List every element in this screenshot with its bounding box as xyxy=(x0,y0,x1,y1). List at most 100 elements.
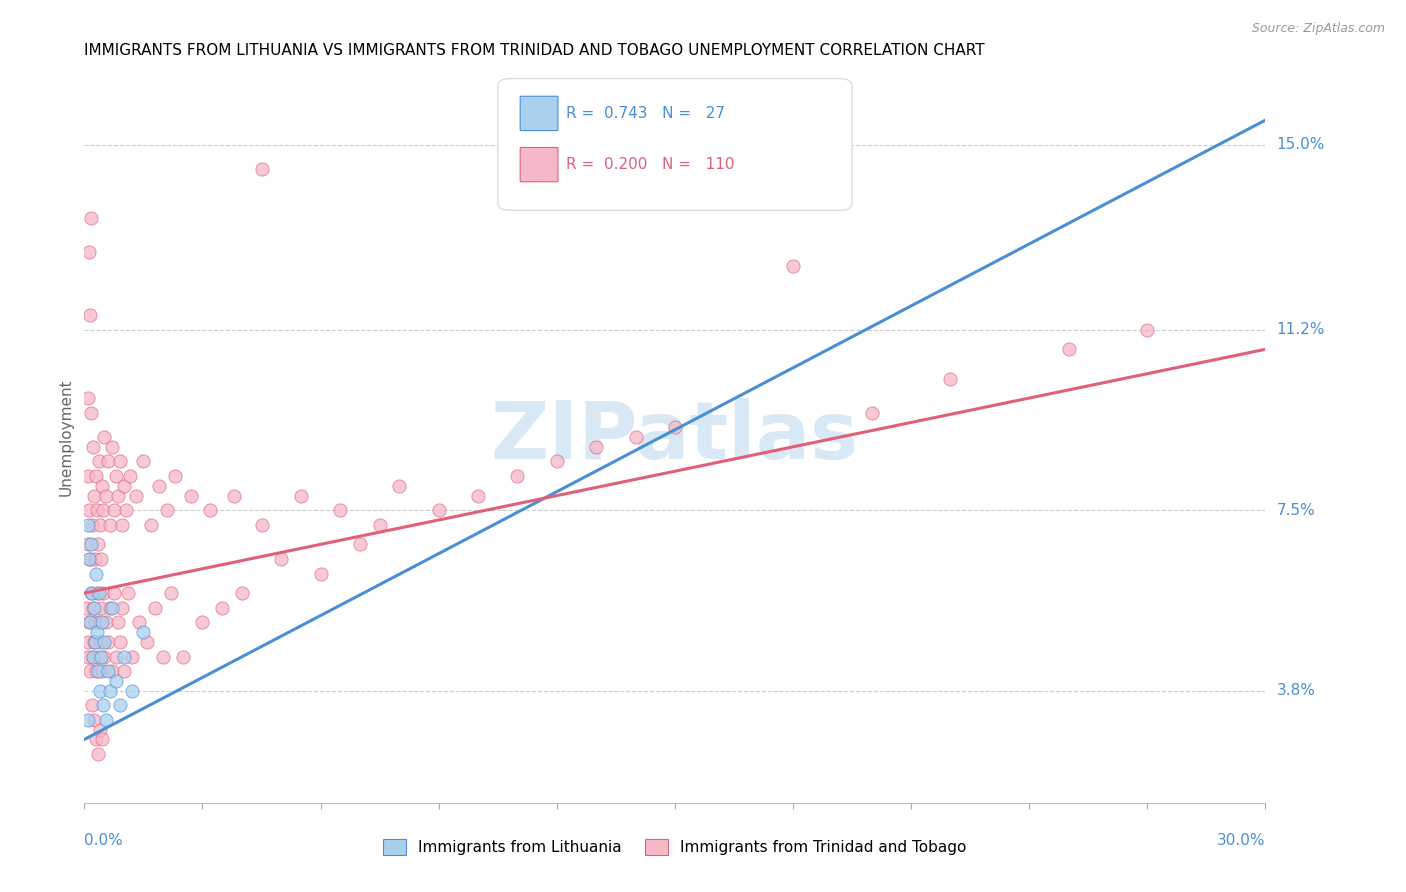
Point xyxy=(132,625,155,640)
Point xyxy=(191,615,214,630)
Point xyxy=(83,713,105,727)
Point xyxy=(156,503,179,517)
Point xyxy=(108,454,131,468)
Point xyxy=(89,454,111,468)
Point xyxy=(90,552,112,566)
Point xyxy=(82,440,104,454)
Point xyxy=(1136,323,1159,337)
Text: 15.0%: 15.0% xyxy=(1277,137,1324,152)
Point xyxy=(77,244,100,259)
Text: 3.8%: 3.8% xyxy=(1277,683,1316,698)
Point xyxy=(104,649,127,664)
Point xyxy=(91,503,114,517)
Point xyxy=(84,635,107,649)
Point xyxy=(250,517,273,532)
Point xyxy=(160,586,183,600)
Point xyxy=(121,649,143,664)
Point xyxy=(87,537,110,551)
Point xyxy=(782,260,804,274)
Point xyxy=(104,673,127,688)
Point xyxy=(111,517,134,532)
Point xyxy=(89,635,111,649)
Point xyxy=(86,625,108,640)
Point xyxy=(84,664,107,678)
Point xyxy=(76,517,98,532)
Point xyxy=(89,683,111,698)
Point xyxy=(128,615,150,630)
Point xyxy=(91,615,114,630)
Point xyxy=(136,635,159,649)
Point xyxy=(349,537,371,551)
Point xyxy=(546,454,568,468)
Point xyxy=(80,537,103,551)
Point xyxy=(93,430,115,444)
Point xyxy=(860,406,883,420)
FancyBboxPatch shape xyxy=(520,96,558,130)
Text: IMMIGRANTS FROM LITHUANIA VS IMMIGRANTS FROM TRINIDAD AND TOBAGO UNEMPLOYMENT CO: IMMIGRANTS FROM LITHUANIA VS IMMIGRANTS … xyxy=(84,43,986,58)
Point xyxy=(77,469,100,483)
Text: 30.0%: 30.0% xyxy=(1218,833,1265,848)
Point xyxy=(108,698,131,713)
Point xyxy=(270,552,292,566)
Point xyxy=(112,649,135,664)
Point xyxy=(148,479,170,493)
Point xyxy=(103,586,125,600)
Text: Source: ZipAtlas.com: Source: ZipAtlas.com xyxy=(1251,22,1385,36)
Point xyxy=(91,664,114,678)
Point xyxy=(111,600,134,615)
Point xyxy=(506,469,529,483)
Text: 7.5%: 7.5% xyxy=(1277,503,1315,517)
Point xyxy=(114,503,136,517)
Point xyxy=(117,586,139,600)
Point xyxy=(76,537,98,551)
Point xyxy=(121,683,143,698)
Point xyxy=(83,635,105,649)
Point xyxy=(163,469,186,483)
Point xyxy=(309,566,332,581)
Point xyxy=(250,161,273,176)
Point xyxy=(94,615,117,630)
FancyBboxPatch shape xyxy=(520,147,558,182)
Point xyxy=(84,732,107,747)
Point xyxy=(388,479,411,493)
Point xyxy=(91,698,114,713)
Point xyxy=(80,211,103,225)
Point xyxy=(76,649,98,664)
Point xyxy=(467,489,489,503)
Point xyxy=(664,420,686,434)
Text: 11.2%: 11.2% xyxy=(1277,322,1324,337)
Point xyxy=(89,517,111,532)
Text: 0.0%: 0.0% xyxy=(84,833,124,848)
Text: R =  0.200   N =   110: R = 0.200 N = 110 xyxy=(567,158,735,172)
Point xyxy=(87,747,110,761)
Point xyxy=(93,649,115,664)
Point xyxy=(231,586,253,600)
Point xyxy=(84,469,107,483)
Point xyxy=(141,517,163,532)
Point xyxy=(98,517,121,532)
Text: R =  0.743   N =   27: R = 0.743 N = 27 xyxy=(567,106,725,121)
Point xyxy=(91,732,114,747)
Point xyxy=(368,517,391,532)
Point xyxy=(101,600,124,615)
Point xyxy=(94,489,117,503)
Point xyxy=(91,586,114,600)
Point xyxy=(82,517,104,532)
Point xyxy=(83,489,105,503)
Point xyxy=(152,649,174,664)
Y-axis label: Unemployment: Unemployment xyxy=(58,378,73,496)
Point xyxy=(624,430,647,444)
Point xyxy=(82,600,104,615)
Point xyxy=(1057,343,1080,357)
Point xyxy=(585,440,607,454)
Point xyxy=(211,600,233,615)
Point xyxy=(98,683,121,698)
Point xyxy=(200,503,222,517)
Point xyxy=(79,552,101,566)
Point xyxy=(89,723,111,737)
Point xyxy=(143,600,166,615)
Point xyxy=(79,664,101,678)
Point xyxy=(79,308,101,322)
Point xyxy=(91,479,114,493)
Point xyxy=(79,615,101,630)
